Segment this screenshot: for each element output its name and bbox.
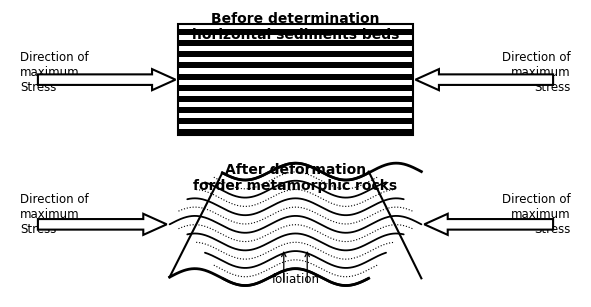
Text: foliation: foliation [271,273,320,286]
Bar [178,107,413,113]
Text: Direction of
maximum
Stress: Direction of maximum Stress [20,193,89,236]
Bar [178,24,413,135]
Polygon shape [38,69,176,90]
Text: After deformation
forder metamorphic rocks: After deformation forder metamorphic roc… [193,162,398,193]
Bar [178,73,413,80]
Polygon shape [38,214,167,235]
Bar [178,40,413,46]
Bar [178,85,413,91]
Bar [178,62,413,68]
Text: Direction of
maximum
Stress: Direction of maximum Stress [20,51,89,94]
Bar [178,96,413,102]
Bar [178,29,413,35]
Polygon shape [415,69,553,90]
Bar [178,118,413,124]
Bar [178,51,413,57]
Polygon shape [424,214,553,235]
Text: Before determination
horizontal sediments beds: Before determination horizontal sediment… [192,12,399,42]
Bar [178,24,413,135]
Bar [178,129,413,135]
Text: Direction of
maximum
Stress: Direction of maximum Stress [502,51,571,94]
Text: Direction of
maximum
Stress: Direction of maximum Stress [502,193,571,236]
